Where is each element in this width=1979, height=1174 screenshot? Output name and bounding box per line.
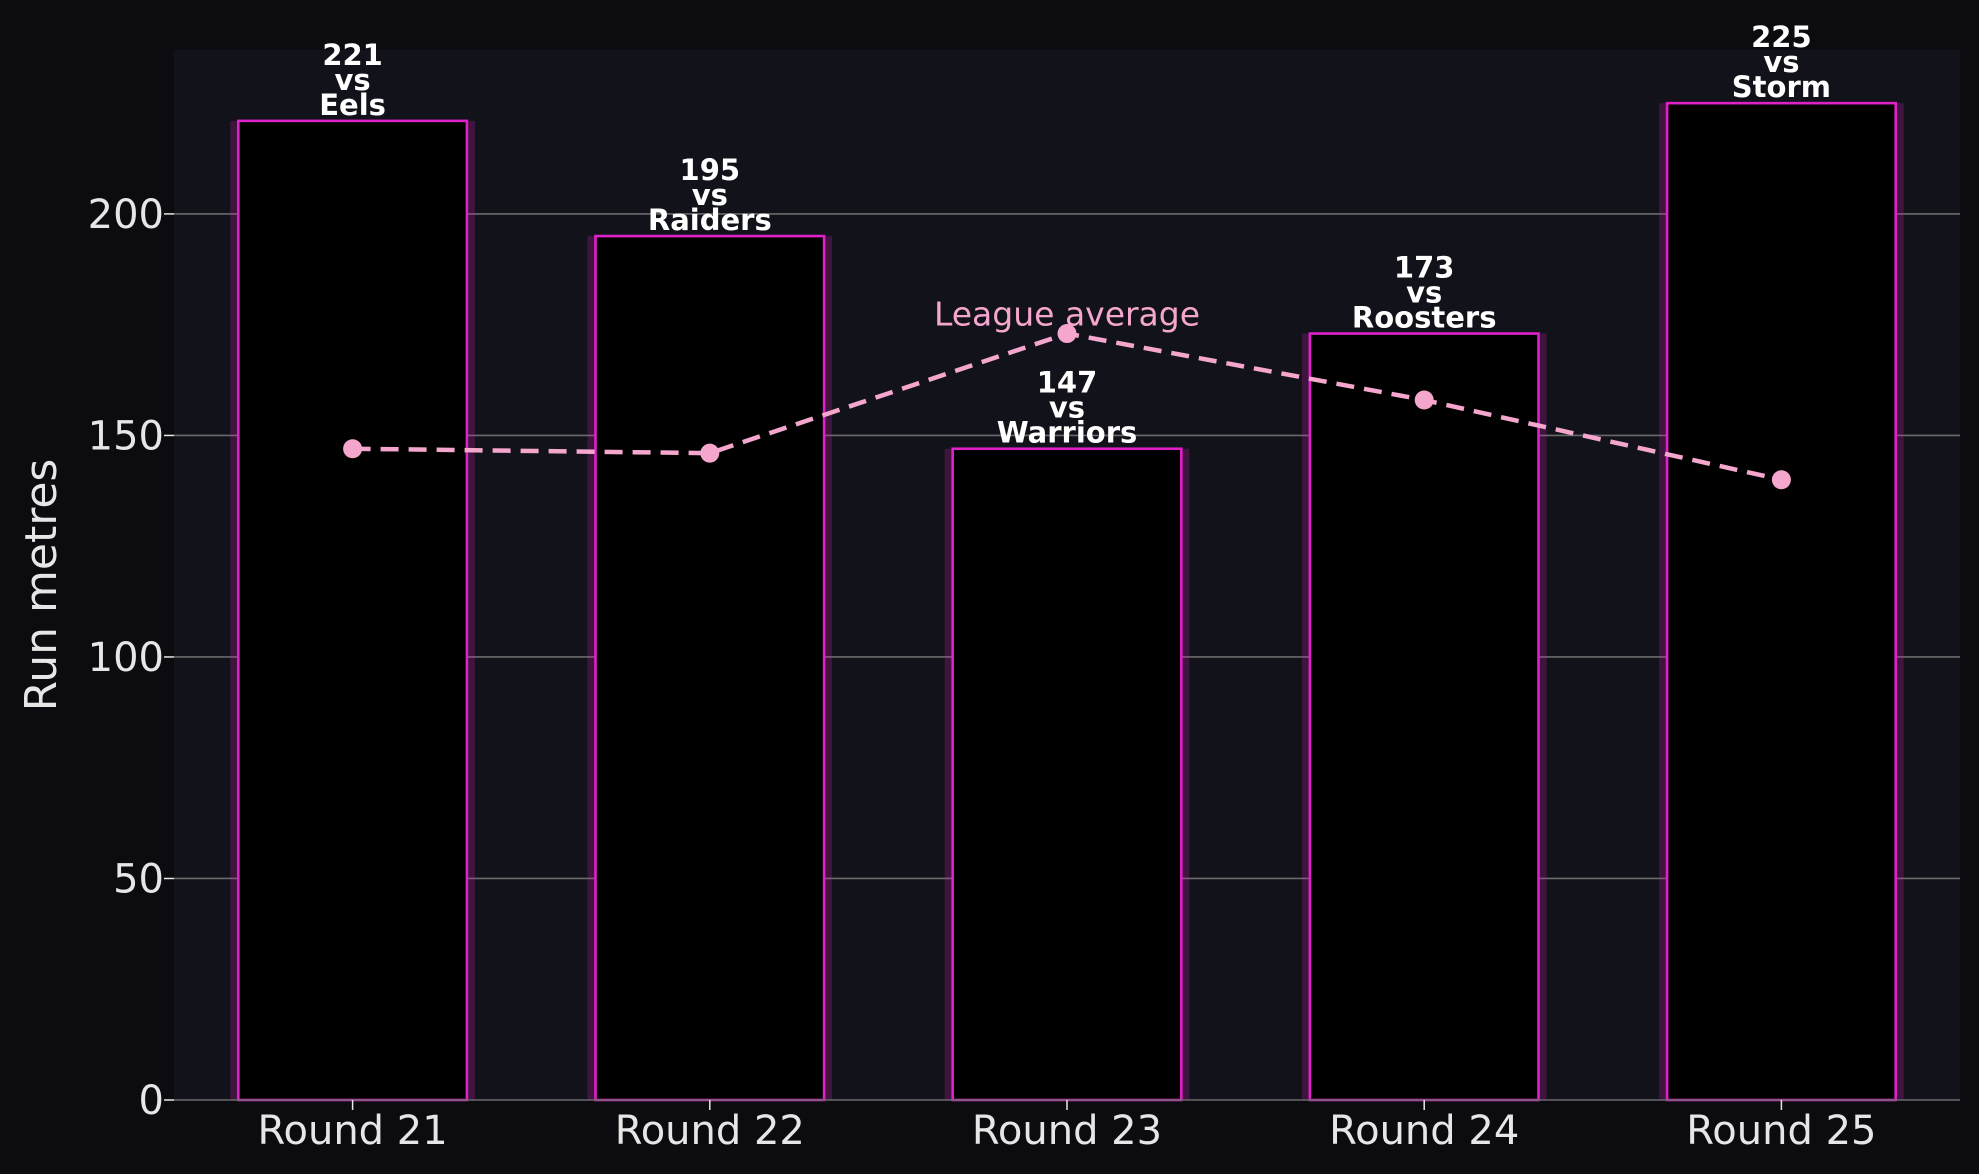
bar-value-label: Raiders xyxy=(648,203,772,237)
bar xyxy=(236,119,469,1102)
x-tick-label: Round 24 xyxy=(1329,1108,1519,1154)
y-axis-label: Run metres xyxy=(16,459,67,712)
bar-value-labels: 221vsEels195vsRaiders147vsWarriors173vsR… xyxy=(319,20,1831,450)
bar-value-label: vs xyxy=(1049,391,1085,425)
bar-value-label: Roosters xyxy=(1352,301,1497,335)
bar-value-label: vs xyxy=(1763,45,1799,79)
x-tick-label: Round 23 xyxy=(972,1108,1162,1154)
x-tick-label: Round 25 xyxy=(1686,1108,1876,1154)
y-tick-label: 200 xyxy=(88,192,164,238)
bar-value-label: Warriors xyxy=(997,416,1138,450)
bar-value-label: 173 xyxy=(1394,251,1455,285)
y-tick-label: 150 xyxy=(88,413,164,459)
bar-value-label: Eels xyxy=(319,88,386,122)
league-average-line xyxy=(343,324,1791,490)
bar-value-label: 221 xyxy=(322,38,383,72)
bar-value-label: vs xyxy=(692,178,728,212)
y-tick-label: 0 xyxy=(139,1078,164,1124)
x-tick-label: Round 22 xyxy=(615,1108,805,1154)
bar-value-label: 147 xyxy=(1037,366,1098,400)
bar xyxy=(1665,101,1898,1102)
bars xyxy=(230,101,1904,1102)
league-average-point xyxy=(343,439,363,459)
y-tick-label: 50 xyxy=(113,856,164,902)
y-tick-label: 100 xyxy=(88,635,164,681)
bar-value-label: 195 xyxy=(680,153,741,187)
league-average-point xyxy=(1057,324,1077,344)
league-average-point xyxy=(700,443,720,463)
league-average-point xyxy=(1414,390,1434,410)
bar-value-label: Storm xyxy=(1732,70,1831,104)
bar xyxy=(951,447,1183,1102)
league-average-label: League average xyxy=(934,295,1200,334)
y-axis: 0 50 100 150 200 xyxy=(88,192,174,1124)
x-axis: Round 21 Round 22 Round 23 Round 24 Round 25 xyxy=(174,1099,1960,1154)
bar-value-label: vs xyxy=(1406,276,1442,310)
bar-value-label: vs xyxy=(335,63,371,97)
bar xyxy=(1308,332,1540,1102)
x-tick-label: Round 21 xyxy=(258,1108,448,1154)
bar-value-label: 225 xyxy=(1751,20,1812,54)
bar xyxy=(594,234,826,1102)
league-average-point xyxy=(1771,470,1791,490)
